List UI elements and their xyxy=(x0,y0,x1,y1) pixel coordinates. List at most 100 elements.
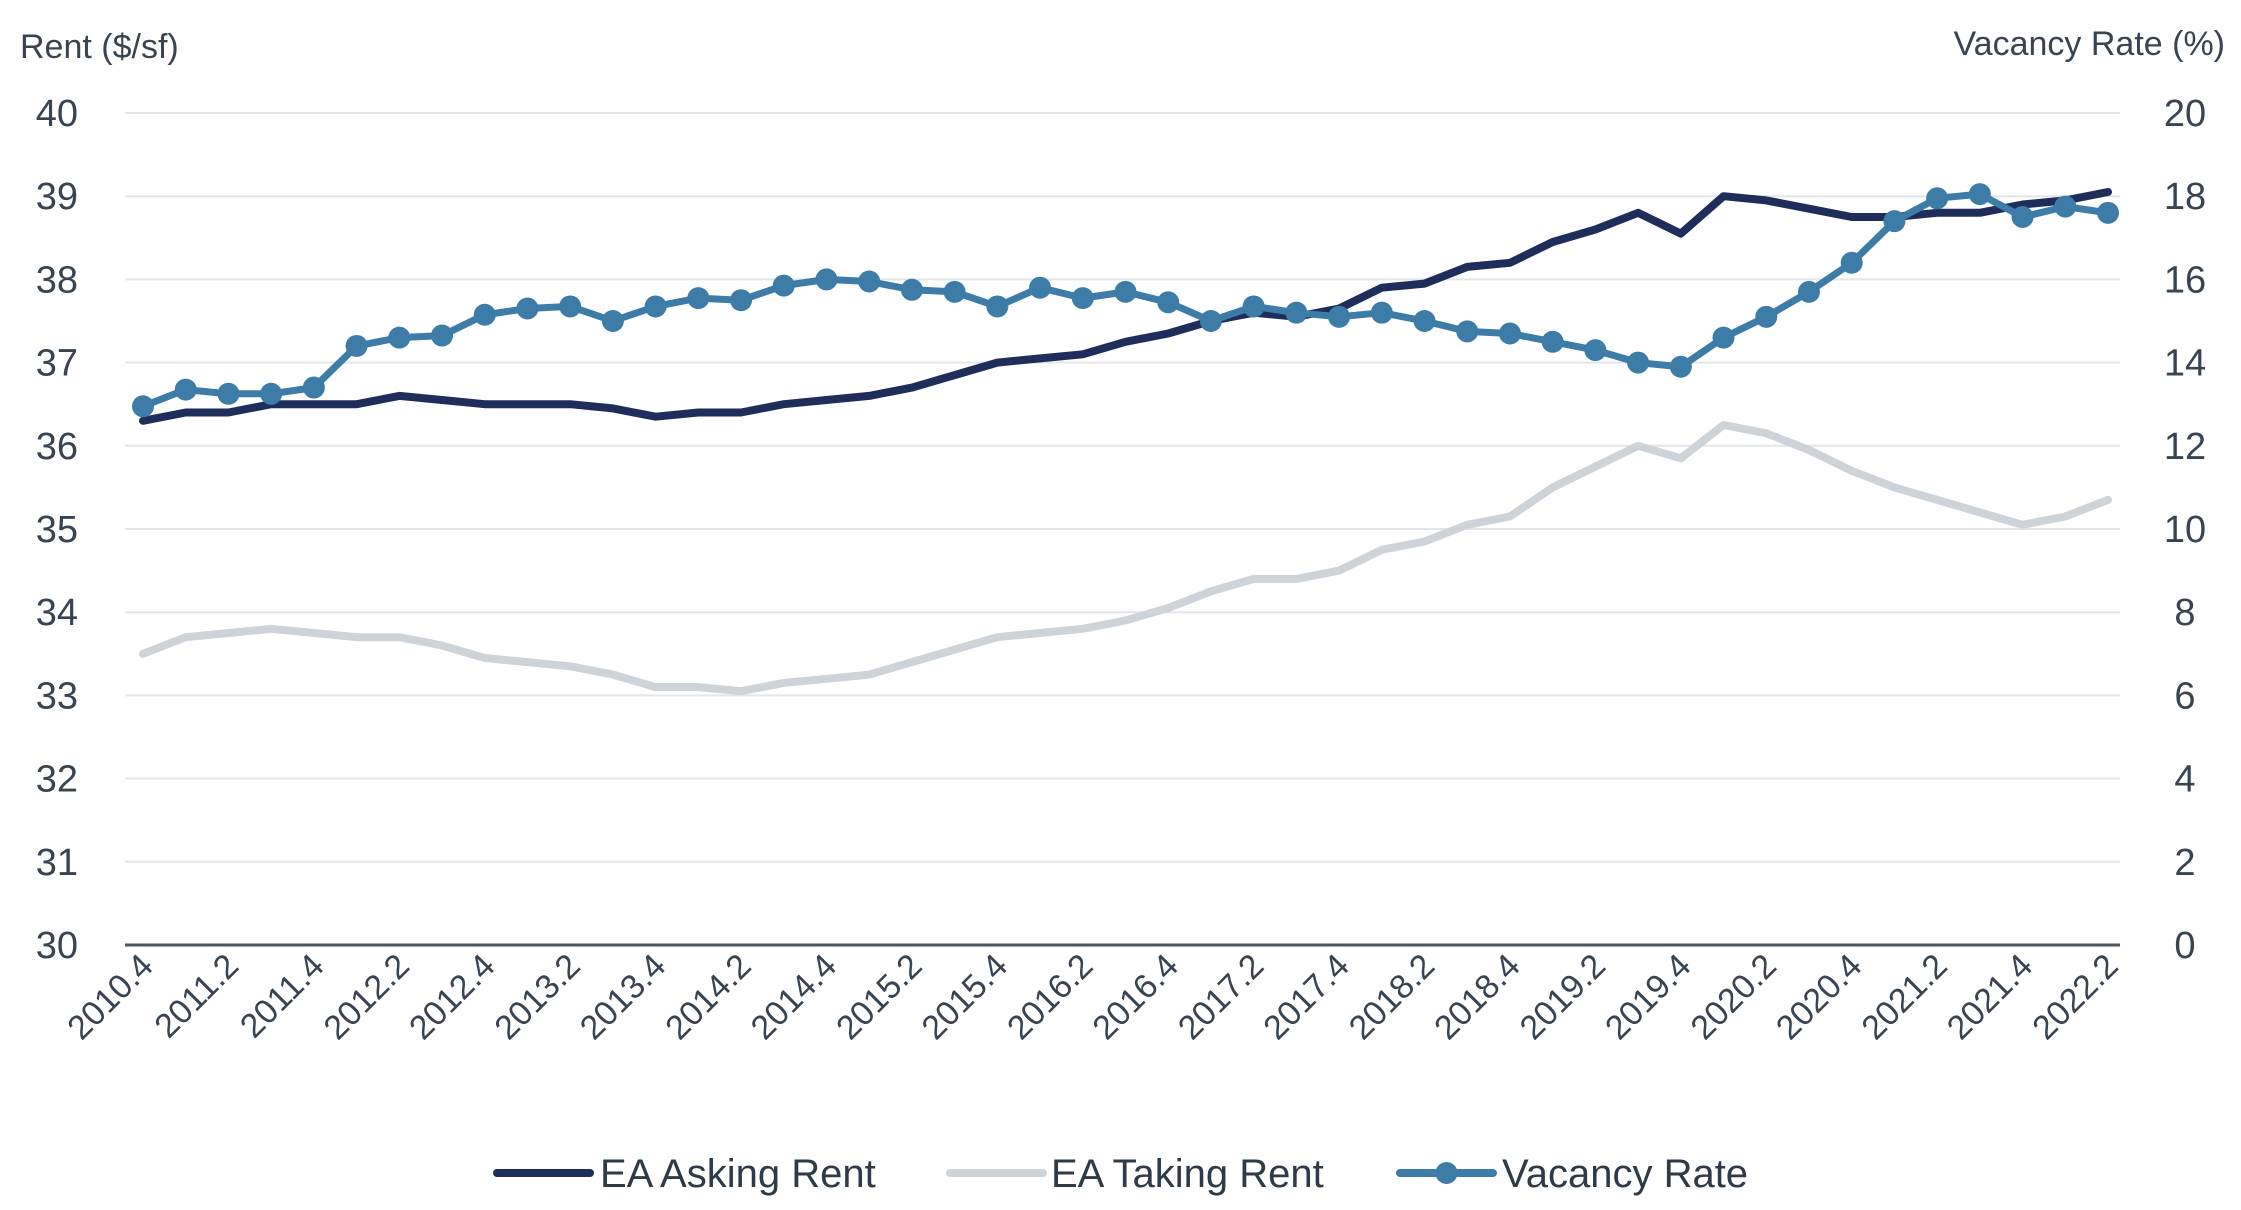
data-point xyxy=(900,278,923,301)
left-tick-label: 31 xyxy=(36,842,78,884)
data-point xyxy=(772,274,795,297)
x-tick-label: 2016.4 xyxy=(1085,947,1185,1047)
data-point xyxy=(601,310,624,332)
data-point xyxy=(687,287,710,310)
data-point xyxy=(1755,305,1778,328)
series-ea-asking-rent xyxy=(139,188,2112,425)
right-tick-label: 8 xyxy=(2174,592,2195,634)
x-tick-label: 2014.2 xyxy=(658,947,758,1047)
data-point xyxy=(1797,280,1820,303)
data-point xyxy=(1926,187,1949,210)
legend-label: EA Asking Rent xyxy=(600,1152,876,1196)
data-point xyxy=(1114,280,1137,303)
right-tick-label: 4 xyxy=(2174,759,2195,801)
right-tick-label: 18 xyxy=(2164,176,2206,218)
data-point xyxy=(473,303,496,326)
x-tick-label: 2021.2 xyxy=(1854,947,1954,1047)
data-point xyxy=(1071,287,1094,310)
data-point xyxy=(1541,330,1564,353)
legend-item: Vacancy Rate xyxy=(1396,1152,1748,1196)
x-tick-label: 2018.4 xyxy=(1427,947,1527,1047)
data-point xyxy=(1840,251,1863,274)
x-tick-label: 2019.2 xyxy=(1513,947,1613,1047)
x-tick-label: 2014.4 xyxy=(744,947,844,1047)
data-point xyxy=(302,376,325,399)
left-tick-label: 39 xyxy=(36,176,78,218)
left-tick-label: 32 xyxy=(36,759,78,801)
data-point xyxy=(345,334,368,357)
x-tick-label: 2011.2 xyxy=(147,947,246,1046)
data-point xyxy=(2097,201,2119,224)
x-tick-label: 2011.4 xyxy=(233,947,332,1046)
series-layer xyxy=(132,183,2119,696)
data-point xyxy=(1712,326,1735,349)
gridlines xyxy=(125,112,2120,863)
left-tick-label: 36 xyxy=(36,426,78,468)
x-tick-label: 2015.2 xyxy=(829,947,929,1047)
x-tick-label: 2017.4 xyxy=(1256,947,1356,1047)
data-point xyxy=(986,295,1009,318)
data-point xyxy=(132,395,154,418)
left-axis-ticks: 30 31 32 33 34 35 36 37 38 39 40 xyxy=(36,93,78,967)
data-point xyxy=(431,324,454,347)
series-ea-taking-rent xyxy=(139,421,2112,696)
legend: EA Asking Rent EA Taking Rent Vacancy Rate xyxy=(493,1152,1748,1196)
data-point xyxy=(1627,351,1650,374)
x-tick-label: 2015.4 xyxy=(915,947,1015,1047)
data-point xyxy=(1669,355,1692,378)
x-tick-label: 2013.2 xyxy=(487,947,587,1047)
data-point xyxy=(858,270,881,293)
series-line xyxy=(139,421,2112,696)
right-tick-label: 0 xyxy=(2174,925,2195,967)
data-point xyxy=(815,268,838,291)
x-tick-label: 2022.2 xyxy=(2025,947,2125,1047)
left-tick-label: 33 xyxy=(36,675,78,717)
right-tick-label: 12 xyxy=(2164,426,2206,468)
data-point xyxy=(1968,183,1991,206)
data-point xyxy=(260,382,283,405)
x-tick-label: 2012.2 xyxy=(317,947,417,1047)
right-axis-title: Vacancy Rate (%) xyxy=(1954,25,2225,63)
right-tick-label: 10 xyxy=(2164,509,2206,551)
legend-item: EA Asking Rent xyxy=(493,1152,876,1196)
right-axis-ticks: 0 2 4 6 8 10 12 14 16 18 20 xyxy=(2164,93,2206,967)
legend-label: EA Taking Rent xyxy=(1051,1152,1324,1196)
right-tick-label: 6 xyxy=(2174,675,2195,717)
left-tick-label: 40 xyxy=(36,93,78,135)
x-tick-label: 2020.2 xyxy=(1684,947,1784,1047)
x-axis-ticks: 2010.42011.22011.42012.22012.42013.22013… xyxy=(60,947,2125,1047)
left-tick-label: 34 xyxy=(36,592,78,634)
data-point xyxy=(388,326,411,349)
left-tick-label: 35 xyxy=(36,509,78,551)
right-tick-label: 2 xyxy=(2174,842,2195,884)
data-point xyxy=(1328,305,1351,328)
x-tick-label: 2019.4 xyxy=(1598,947,1698,1047)
legend-item: EA Taking Rent xyxy=(946,1152,1324,1196)
legend-marker xyxy=(1435,1162,1458,1184)
data-point xyxy=(2054,195,2077,218)
x-tick-label: 2021.4 xyxy=(1940,947,2040,1047)
data-point xyxy=(1413,310,1436,332)
data-point xyxy=(1199,310,1222,332)
left-tick-label: 30 xyxy=(36,925,78,967)
left-axis-title: Rent ($/sf) xyxy=(20,28,179,66)
left-tick-label: 37 xyxy=(36,343,78,385)
data-point xyxy=(559,295,582,318)
data-point xyxy=(1498,322,1521,345)
data-point xyxy=(1029,276,1052,299)
data-point xyxy=(2011,206,2034,228)
data-point xyxy=(1242,295,1265,318)
legend-label: Vacancy Rate xyxy=(1502,1152,1748,1196)
data-point xyxy=(644,295,667,318)
series-vacancy-rate xyxy=(132,183,2119,418)
series-line xyxy=(139,188,2112,425)
data-point xyxy=(1370,301,1393,324)
right-tick-label: 16 xyxy=(2164,259,2206,301)
data-point xyxy=(516,297,539,320)
data-point xyxy=(217,382,240,405)
data-point xyxy=(1456,320,1479,343)
x-tick-label: 2020.4 xyxy=(1769,947,1869,1047)
x-tick-label: 2018.2 xyxy=(1342,947,1442,1047)
data-point xyxy=(943,280,966,303)
